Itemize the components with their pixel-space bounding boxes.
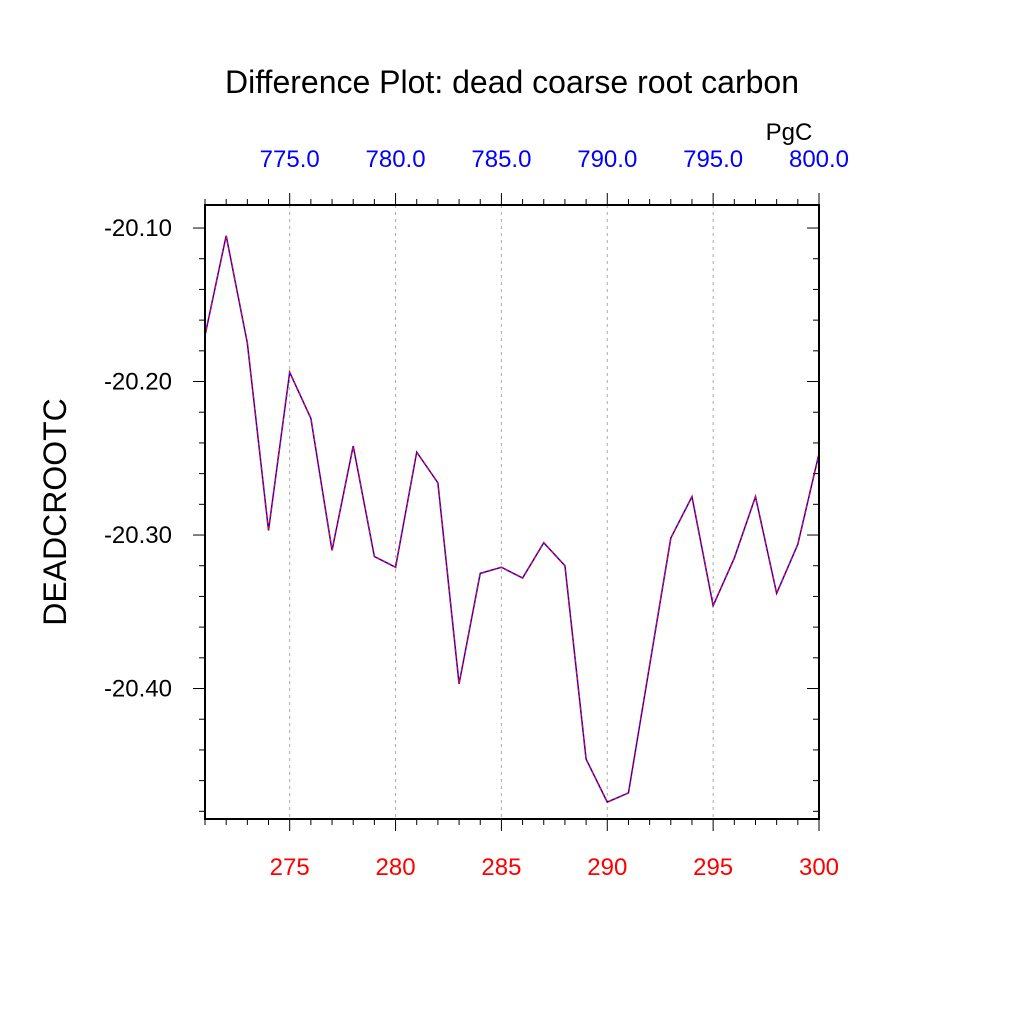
top-axis-units: PgC [766, 119, 813, 146]
axis-ticks [193, 193, 820, 831]
x-tick-label: 285 [481, 854, 521, 881]
top-x-tick-label: 800.0 [789, 146, 849, 173]
top-x-tick-label: 780.0 [366, 146, 426, 173]
series-line-dash [204, 235, 820, 804]
top-x-tick-label: 795.0 [683, 146, 743, 173]
series-group [204, 235, 820, 804]
y-axis-label: DEADCROOTC [37, 398, 73, 626]
top-x-tick-label: 785.0 [471, 146, 531, 173]
y-tick-label: -20.20 [104, 369, 172, 396]
tick-labels: 275 280 285 290 295 300 775.0 780.0 785.0 790.0 79… [104, 146, 849, 881]
x-tick-label: 275 [270, 854, 310, 881]
x-tick-label: 290 [587, 854, 627, 881]
top-x-tick-label: 790.0 [577, 146, 637, 173]
y-tick-label: -20.30 [104, 522, 172, 549]
chart-title: Difference Plot: dead coarse root carbon [225, 64, 799, 100]
y-tick-label: -20.10 [104, 215, 172, 242]
grid-lines [289, 205, 820, 819]
series-line [204, 235, 820, 804]
x-tick-label: 280 [376, 854, 416, 881]
x-tick-label: 295 [693, 854, 733, 881]
x-tick-label: 300 [799, 854, 839, 881]
top-x-tick-label: 775.0 [260, 146, 320, 173]
plot-frame [204, 204, 820, 820]
y-tick-label: -20.40 [104, 676, 172, 703]
